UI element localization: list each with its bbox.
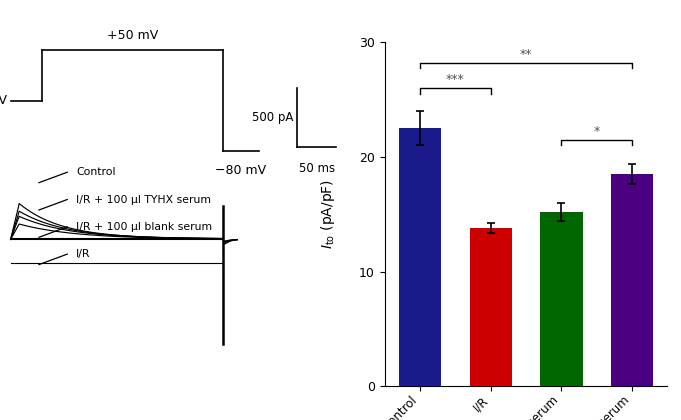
Text: 50 ms: 50 ms (299, 162, 335, 175)
Text: −80 mV: −80 mV (215, 164, 266, 177)
Bar (399, 128, 441, 386)
Text: I/R: I/R (76, 249, 91, 259)
Text: $\mathit{I}_\mathrm{to}$ (pA/pF): $\mathit{I}_\mathrm{to}$ (pA/pF) (319, 179, 337, 249)
Bar (469, 228, 512, 386)
Bar (611, 174, 653, 386)
Text: −40 mV: −40 mV (0, 94, 7, 107)
Text: I/R + 100 μl blank serum: I/R + 100 μl blank serum (76, 222, 212, 232)
Text: +50 mV: +50 mV (107, 29, 159, 42)
Bar (540, 212, 582, 386)
Text: I/R + 100 μl TYHX serum: I/R + 100 μl TYHX serum (76, 194, 211, 205)
Text: 500 pA: 500 pA (252, 111, 294, 124)
Text: Control: Control (76, 167, 116, 177)
Text: **: ** (520, 48, 533, 61)
Text: *: * (594, 125, 600, 138)
Text: ***: *** (446, 73, 465, 86)
